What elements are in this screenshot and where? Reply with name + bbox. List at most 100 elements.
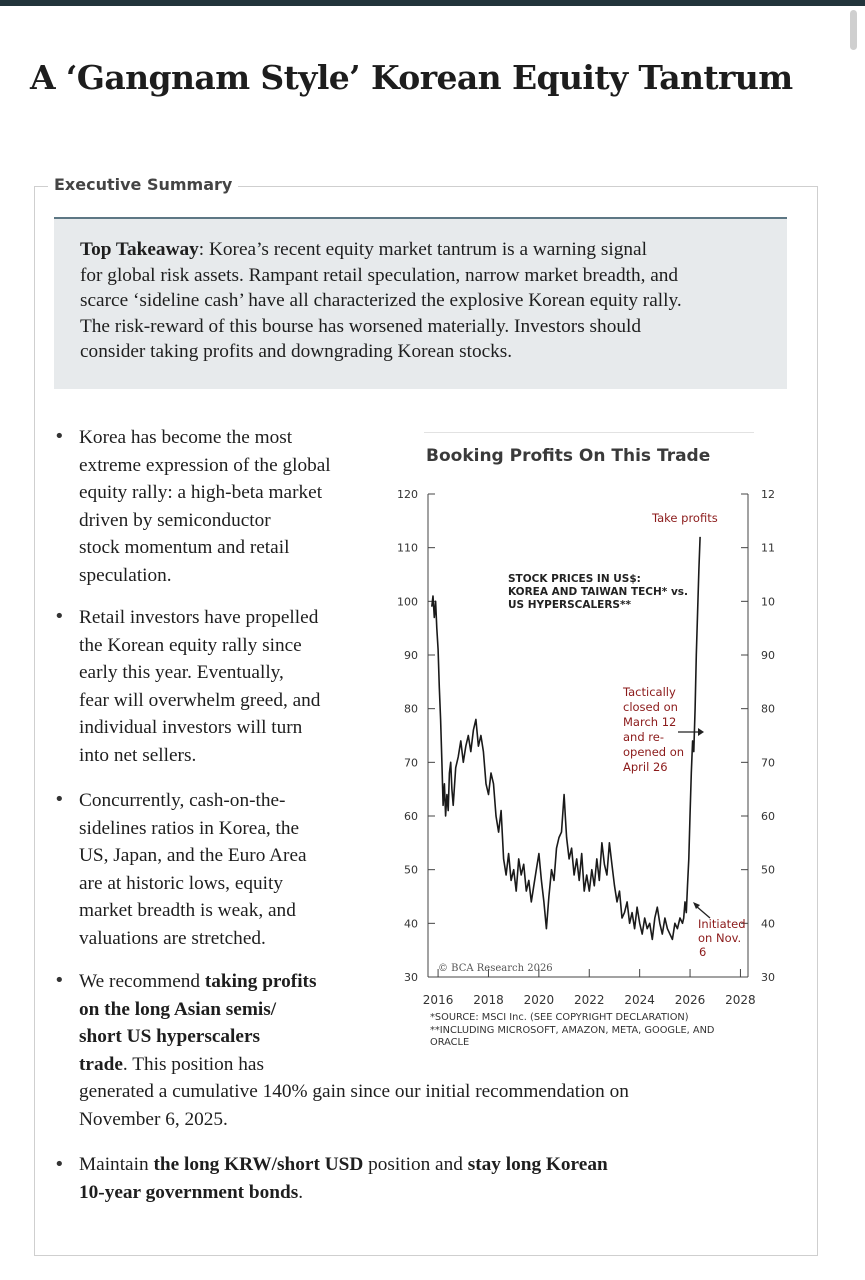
- x-tick-label: 2016: [423, 993, 454, 1007]
- annotation-tactically: March 12: [623, 715, 676, 729]
- chart-footnote: *SOURCE: MSCI Inc. (SEE COPYRIGHT DECLAR…: [430, 1012, 750, 1050]
- bullet-icon: •: [54, 970, 65, 991]
- bullet-line: are at historic lows, equity: [79, 872, 284, 894]
- takeaway-line: for global risk assets. Rampant retail s…: [80, 264, 679, 286]
- footnote-line: **INCLUDING MICROSOFT, AMAZON, META, GOO…: [430, 1024, 715, 1036]
- bullet-emphasis: stay long Korean: [467, 1154, 608, 1175]
- bullet-icon: •: [54, 426, 65, 447]
- x-tick-label: 2020: [524, 993, 555, 1007]
- bullet-line: Concurrently, cash-on-the-: [79, 790, 286, 811]
- y-tick-label-left: 100: [397, 595, 418, 608]
- takeaway-line: The risk-reward of this bourse has worse…: [80, 315, 641, 337]
- x-tick-label: 2026: [675, 993, 706, 1007]
- y-tick-label-left: 40: [404, 917, 418, 930]
- y-tick-label-right: 80: [761, 703, 775, 716]
- page-title: A ‘Gangnam Style’ Korean Equity Tantrum: [30, 58, 793, 97]
- bullet-text: position and: [363, 1154, 468, 1175]
- x-tick-label: 2028: [725, 993, 756, 1007]
- bullet-line: individual investors will turn: [79, 717, 303, 738]
- y-tick-label-right: 30: [761, 971, 775, 984]
- bullet-emphasis: 10-year government bonds: [79, 1181, 299, 1203]
- line-chart: 30 30 40 40 50 50 60 60 70 70 80 80 90 90 100 100 110 110…: [397, 488, 775, 1007]
- bullet-line: into net sellers.: [79, 744, 197, 766]
- takeaway-label: Top Takeaway: [80, 239, 199, 260]
- bullet-line: extreme expression of the global: [79, 454, 331, 476]
- bullet-line: speculation.: [79, 564, 172, 586]
- bullet-line: Retail investors have propelled: [79, 607, 319, 628]
- annotation-initiated: Initiated: [698, 917, 746, 931]
- series-label: US HYPERSCALERS**: [508, 599, 631, 611]
- top-takeaway-box: Top Takeaway: Korea’s recent equity mark…: [54, 217, 787, 389]
- y-tick-label-right: 40: [761, 917, 775, 930]
- bullet-line: November 6, 2025.: [79, 1108, 228, 1130]
- bullet-5: Maintain the long KRW/short USD position…: [79, 1151, 608, 1206]
- annotation-tactically: Tactically: [622, 685, 676, 699]
- bullet-3: Concurrently, cash-on-the- sidelines rat…: [79, 787, 307, 952]
- bullet-line: driven by semiconductor: [79, 509, 271, 531]
- bullet-text: Maintain: [79, 1154, 154, 1175]
- executive-summary-box: [34, 186, 818, 1256]
- annotation-arrowhead: [698, 728, 704, 736]
- series-label: STOCK PRICES IN US$:: [508, 573, 641, 585]
- bullet-line: sidelines ratios in Korea, the: [79, 817, 300, 839]
- y-tick-label-right: 120: [761, 488, 775, 501]
- bullet-line: US, Japan, and the Euro Area: [79, 845, 307, 866]
- scrollbar-thumb[interactable]: [850, 10, 857, 50]
- section-label: Executive Summary: [48, 175, 239, 194]
- y-tick-label-left: 70: [404, 756, 418, 769]
- y-tick-label-right: 100: [761, 595, 775, 608]
- bullet-1: Korea has become the most extreme expres…: [79, 424, 331, 589]
- bullet-line: early this year. Eventually,: [79, 662, 284, 683]
- bullet-emphasis: short US hyperscalers: [79, 1026, 261, 1047]
- takeaway-line: scarce ‘sideline cash’ have all characte…: [80, 290, 682, 312]
- annotation-tactically: and re-: [623, 730, 664, 744]
- y-tick-label-left: 120: [397, 488, 418, 501]
- x-tick-label: 2024: [624, 993, 655, 1007]
- y-tick-label-left: 50: [404, 864, 418, 877]
- annotation-arrow: [695, 905, 711, 919]
- annotation-take-profits: Take profits: [651, 511, 718, 525]
- takeaway-line: consider taking profits and downgrading …: [80, 341, 513, 363]
- bullet-line: equity rally: a high-beta market: [79, 482, 323, 503]
- top-bar: [0, 0, 865, 6]
- x-tick-label: 2022: [574, 993, 605, 1007]
- bullet-text: .: [298, 1181, 304, 1203]
- x-tick-label: 2018: [473, 993, 504, 1007]
- annotation-initiated: on Nov.: [698, 931, 741, 945]
- y-tick-label-left: 30: [404, 971, 418, 984]
- bullet-2: Retail investors have propelled the Kore…: [79, 604, 320, 769]
- y-tick-label-left: 90: [404, 649, 418, 662]
- annotation-tactically: closed on: [623, 700, 678, 714]
- y-tick-label-right: 70: [761, 756, 775, 769]
- bullet-icon: •: [54, 606, 65, 627]
- bullet-emphasis: the long KRW/short USD: [153, 1154, 364, 1175]
- bullet-line: stock momentum and retail: [79, 537, 290, 558]
- copyright-label: © BCA Research 2026: [438, 963, 553, 974]
- y-tick-label-left: 80: [404, 703, 418, 716]
- bullet-emphasis: trade: [79, 1053, 123, 1075]
- y-tick-label-right: 110: [761, 542, 775, 555]
- bullet-text: . This position has: [122, 1053, 264, 1075]
- y-tick-label-right: 50: [761, 864, 775, 877]
- footnote-line: *SOURCE: MSCI Inc. (SEE COPYRIGHT DECLAR…: [430, 1012, 689, 1023]
- y-tick-label-left: 110: [397, 542, 418, 555]
- y-tick-label-right: 90: [761, 649, 775, 662]
- chart-title: Booking Profits On This Trade: [426, 446, 711, 466]
- bullet-line: generated a cumulative 140% gain since o…: [79, 1081, 629, 1102]
- annotation-tactically: opened on: [623, 745, 684, 759]
- y-tick-label-left: 60: [404, 810, 418, 823]
- bullet-line: market breadth is weak, and: [79, 900, 296, 921]
- annotation-tactically: April 26: [623, 760, 668, 774]
- bullet-line: the Korean equity rally since: [79, 634, 302, 656]
- bullet-line: fear will overwhelm greed, and: [79, 689, 321, 711]
- bullet-4: We recommend taking profits on the long …: [79, 968, 629, 1133]
- series-label: KOREA AND TAIWAN TECH* vs.: [508, 586, 688, 598]
- y-tick-label-right: 60: [761, 810, 775, 823]
- series-line: [431, 536, 701, 941]
- takeaway-line: : Korea’s recent equity market tantrum i…: [198, 239, 647, 260]
- annotation-initiated: 6: [699, 945, 706, 959]
- bullet-line: valuations are stretched.: [79, 927, 266, 949]
- chart-separator: [424, 432, 754, 433]
- bullet-emphasis: on the long Asian semis/: [79, 998, 277, 1020]
- bullet-emphasis: taking profits: [204, 971, 317, 992]
